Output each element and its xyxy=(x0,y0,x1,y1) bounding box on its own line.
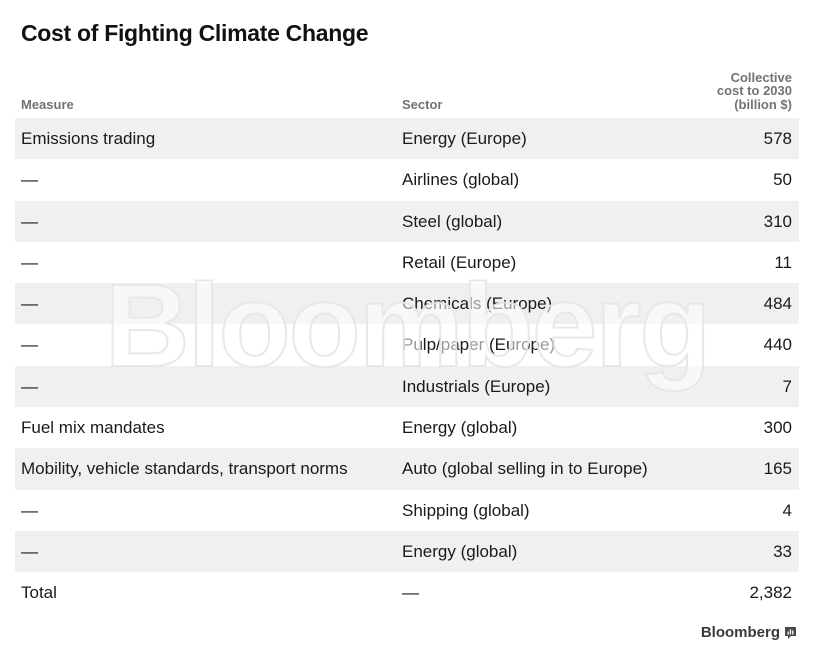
cost-cell: 484 xyxy=(763,294,792,314)
table-row: — Pulp/paper (Europe) 440 xyxy=(15,324,799,365)
sector-cell: Retail (Europe) xyxy=(402,252,517,272)
sector-cell: Airlines (global) xyxy=(402,170,520,190)
cost-cell: 7 xyxy=(782,376,792,396)
sector-cell: Industrials (Europe) xyxy=(402,376,551,396)
sector-cell: — xyxy=(402,583,419,603)
cost-cell: 165 xyxy=(763,459,792,479)
column-header-measure: Measure xyxy=(21,97,74,112)
cost-cell: 2,382 xyxy=(749,583,792,603)
sector-cell: Auto (global selling in to Europe) xyxy=(402,459,648,479)
table-row: Mobility, vehicle standards, transport n… xyxy=(15,448,799,490)
table-row-total: Total — 2,382 xyxy=(15,572,799,613)
table-row: — Energy (global) 33 xyxy=(15,530,799,573)
cost-cell: 33 xyxy=(773,541,792,561)
cost-cell: 11 xyxy=(774,252,792,272)
chart-title: Cost of Fighting Climate Change xyxy=(21,20,369,46)
table-row: — Industrials (Europe) 7 xyxy=(15,365,799,408)
table-row: Fuel mix mandates Energy (global) 300 xyxy=(15,407,799,448)
table-row: — Retail (Europe) 11 xyxy=(15,242,799,283)
measure-cell: — xyxy=(21,170,38,190)
table-row: — Airlines (global) 50 xyxy=(15,159,799,200)
sector-cell: Steel (global) xyxy=(402,211,503,231)
table-row: Emissions trading Energy (Europe) 578 xyxy=(15,118,799,160)
table-row: — Steel (global) 310 xyxy=(15,200,799,242)
table-row: — Shipping (global) 4 xyxy=(15,490,799,531)
cost-cell: 4 xyxy=(782,500,792,520)
column-header-cost: Collective cost to 2030 (billion $) xyxy=(716,69,792,112)
cost-cell: 50 xyxy=(773,170,792,190)
cost-cell: 310 xyxy=(763,211,792,231)
sector-cell: Energy (Europe) xyxy=(402,129,527,148)
measure-cell: — xyxy=(21,294,38,314)
measure-cell: Mobility, vehicle standards, transport n… xyxy=(21,459,348,479)
measure-cell: — xyxy=(21,211,38,231)
sector-cell: Energy (global) xyxy=(402,418,518,438)
table-header: Measure Sector Collective cost to 2030 (… xyxy=(15,66,799,118)
measure-cell: — xyxy=(21,335,38,355)
table-row: — Chemicals (Europe) 484 xyxy=(15,283,799,325)
measure-cell: — xyxy=(21,376,38,396)
brand-name: Bloomberg xyxy=(700,624,780,641)
cost-table: Measure Sector Collective cost to 2030 (… xyxy=(15,66,799,614)
sector-cell: Energy (global) xyxy=(402,541,518,561)
measure-cell: — xyxy=(21,252,38,272)
cost-cell: 578 xyxy=(763,129,792,148)
cost-cell: 300 xyxy=(763,418,792,438)
column-header-sector: Sector xyxy=(402,97,443,112)
sector-cell: Pulp/paper (Europe) xyxy=(402,335,556,355)
measure-cell: Emissions trading xyxy=(21,129,156,148)
measure-cell: Total xyxy=(21,583,57,603)
measure-cell: Fuel mix mandates xyxy=(21,418,165,438)
bloomberg-chart-icon xyxy=(785,626,796,639)
measure-cell: — xyxy=(21,500,38,520)
footer-brand: Bloomberg xyxy=(701,624,796,641)
cost-cell: 440 xyxy=(763,335,792,355)
sector-cell: Chemicals (Europe) xyxy=(402,294,553,314)
sector-cell: Shipping (global) xyxy=(402,500,530,520)
measure-cell: — xyxy=(21,541,38,561)
